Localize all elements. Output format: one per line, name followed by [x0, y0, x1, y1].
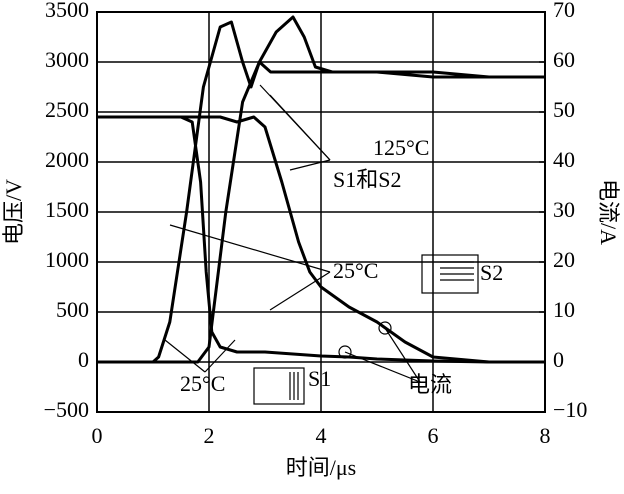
x-tick-label: 2 [204, 423, 215, 448]
annotation: S1和S2 [333, 167, 401, 192]
annotation: 25°C [180, 371, 225, 396]
y2-tick-label: 60 [553, 47, 575, 72]
x-tick-label: 4 [316, 423, 327, 448]
y-tick-label: 3000 [45, 47, 89, 72]
x-tick-label: 8 [540, 423, 551, 448]
y2-tick-label: 20 [553, 247, 575, 272]
x-tick-label: 6 [428, 423, 439, 448]
y2-tick-label: 70 [553, 0, 575, 22]
series-line [97, 115, 545, 364]
y2-tick-label: −10 [553, 397, 587, 422]
y-tick-label: 500 [56, 297, 89, 322]
y-tick-label: 0 [78, 347, 89, 372]
y-tick-label: −500 [44, 397, 89, 422]
annotation: S1 [308, 366, 331, 391]
annotation: S2 [480, 260, 503, 285]
series-line [97, 115, 545, 364]
y2-tick-label: 50 [553, 97, 575, 122]
y-axis-label: 电压/V [1, 179, 26, 245]
y2-tick-label: 40 [553, 147, 575, 172]
y2-tick-label: 30 [553, 197, 575, 222]
y-tick-label: 1000 [45, 247, 89, 272]
x-tick-label: 0 [92, 423, 103, 448]
y-tick-label: 2500 [45, 97, 89, 122]
series-line [97, 15, 545, 364]
y-tick-label: 2000 [45, 147, 89, 172]
y-tick-label: 3500 [45, 0, 89, 22]
annotation: 125°C [373, 135, 429, 160]
y2-axis-label: 电流/A [596, 179, 621, 245]
y2-tick-label: 0 [553, 347, 564, 372]
y-tick-label: 1500 [45, 197, 89, 222]
x-axis-label: 时间/μs [286, 455, 356, 480]
y2-tick-label: 10 [553, 297, 575, 322]
annotation: 电流 [408, 372, 452, 397]
